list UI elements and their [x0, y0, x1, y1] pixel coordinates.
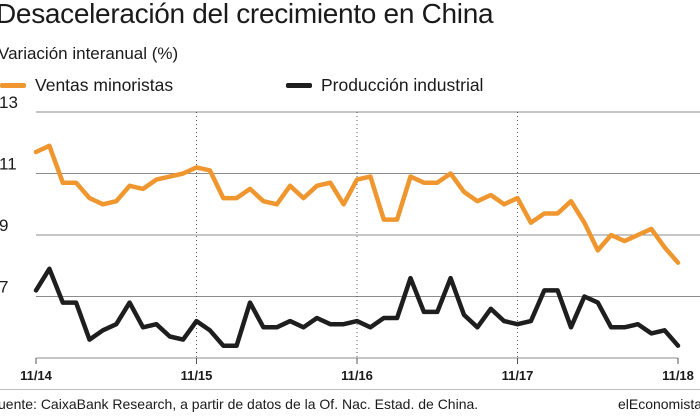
chart-title: Desaceleración del crecimiento en China	[0, 0, 494, 29]
legend-label-industrial: Producción industrial	[321, 74, 484, 95]
x-tick-label: 11/18	[662, 368, 694, 383]
legend-item-industrial: Producción industrial	[286, 74, 483, 96]
x-tick-label: 11/14	[20, 368, 53, 383]
source-note: uente: CaixaBank Research, a partir de d…	[0, 396, 479, 412]
y-tick-label: 13	[0, 93, 18, 112]
publisher-brand: elEconomista	[617, 396, 700, 412]
retail-sales-line	[33, 143, 681, 265]
line-chart: 13 11 9 7 11/14 11/15 11/16 11/17 11/18	[0, 93, 700, 383]
x-tick-label: 11/17	[502, 368, 534, 383]
footer-divider	[0, 389, 700, 390]
x-tick-label: 11/15	[181, 368, 213, 383]
chart-subtitle: Variación interanual (%)	[0, 44, 179, 63]
y-tick-label: 9	[0, 216, 8, 235]
y-tick-label: 7	[0, 278, 8, 297]
legend-swatch-industrial	[286, 82, 312, 88]
x-tick-label: 11/16	[341, 368, 373, 383]
legend-swatch-retail	[0, 82, 26, 88]
industrial-production-line	[33, 266, 681, 348]
legend-label-retail: Ventas minoristas	[35, 74, 174, 95]
y-tick-label: 11	[0, 155, 17, 174]
legend-item-retail: Ventas minoristas	[0, 74, 173, 96]
